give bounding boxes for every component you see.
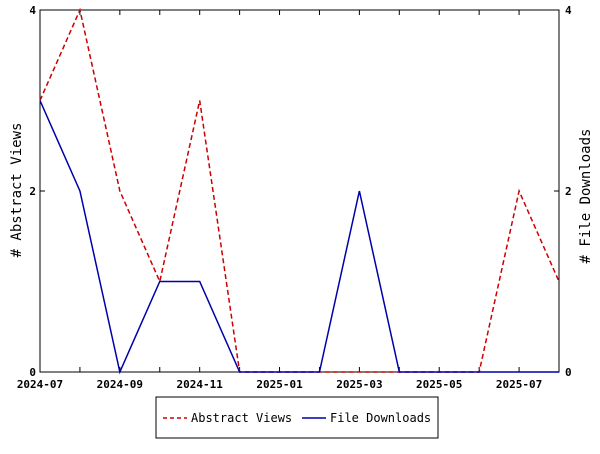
x-tick-label: 2024-09 xyxy=(97,378,143,391)
series-layer xyxy=(39,7,560,375)
legend-box xyxy=(155,396,439,439)
x-tick-label: 2025-07 xyxy=(496,378,542,391)
axes-layer xyxy=(39,9,560,373)
x-tick-label: 2024-07 xyxy=(17,378,63,391)
y-tick-label: 0 xyxy=(29,366,36,379)
plot-frame xyxy=(39,9,560,373)
y-axis-title: # Abstract Views xyxy=(9,123,25,258)
x-tick-label: 2025-03 xyxy=(336,378,382,391)
legend: Abstract Views File Downloads xyxy=(155,396,439,439)
x-tick-label: 2024-11 xyxy=(177,378,224,391)
legend-label-file-downloads: File Downloads xyxy=(330,411,431,425)
y-tick-label: 2 xyxy=(29,185,36,198)
x-tick-label: 2025-01 xyxy=(256,378,303,391)
labels-layer: 2024-07 2024-09 2024-11 2025-01 2025-03 2025-… xyxy=(17,4,572,391)
legend-label-abstract-views: Abstract Views xyxy=(191,411,292,425)
y2-tick-label: 0 xyxy=(565,366,572,379)
y2-tick-label: 4 xyxy=(565,4,572,17)
series-line-file-downloads xyxy=(39,100,559,375)
y-tick-label: 4 xyxy=(29,4,36,17)
plot-area xyxy=(39,9,560,373)
y2-tick-label: 2 xyxy=(565,185,572,198)
y2-axis-title: # File Downloads xyxy=(578,129,594,264)
x-tick-label: 2025-05 xyxy=(416,378,462,391)
